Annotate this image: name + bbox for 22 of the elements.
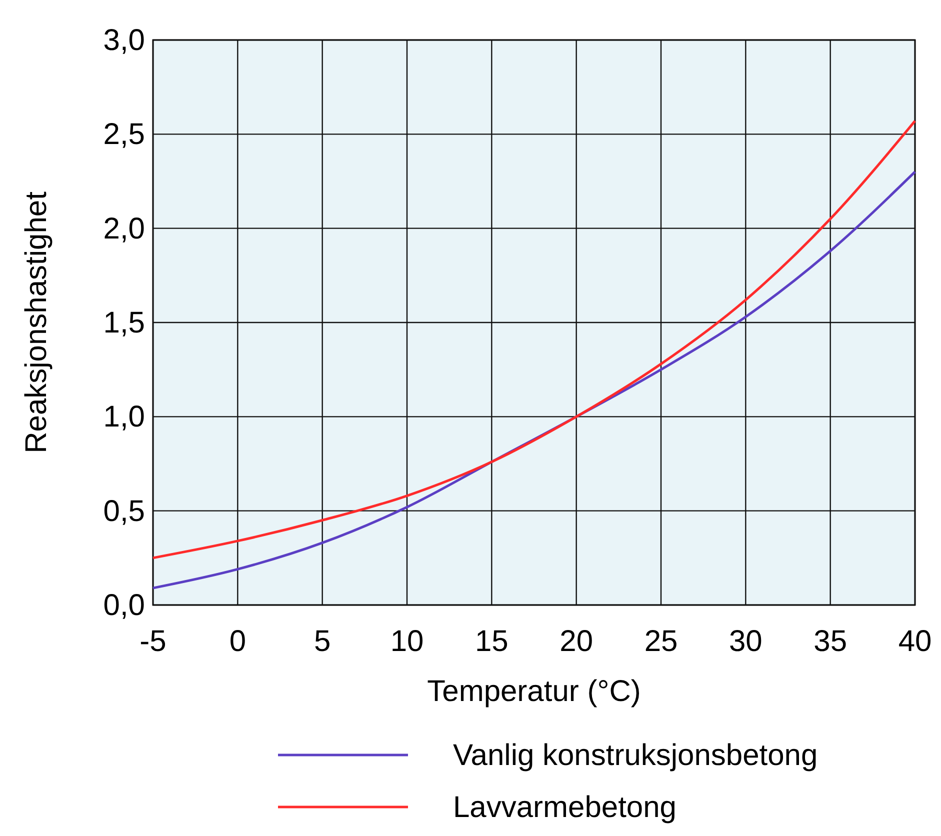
x-tick-label: 5 <box>314 625 331 658</box>
legend-label: Vanlig konstruksjonsbetong <box>453 739 818 772</box>
x-tick-label: 40 <box>898 625 932 658</box>
x-tick-label: 15 <box>474 625 508 658</box>
y-tick-label: 0,5 <box>103 494 145 528</box>
y-tick-label: 2,5 <box>103 118 145 152</box>
y-tick-label: 0,0 <box>103 589 145 622</box>
x-tick-label: 10 <box>390 625 424 658</box>
y-tick-label: 3,0 <box>103 24 145 57</box>
x-axis-title: Temperatur (°C) <box>427 675 641 708</box>
x-tick-label: 0 <box>229 625 246 658</box>
x-tick-label: 35 <box>814 625 848 658</box>
line-series <box>152 120 916 560</box>
y-tick-label: 1,0 <box>103 400 145 434</box>
legend-label: Lavvarmebetong <box>453 791 676 824</box>
x-tick-label: 30 <box>728 625 762 658</box>
y-axis-title: Reaksjonshastighet <box>20 190 53 454</box>
y-tick-label: 1,5 <box>103 306 145 340</box>
x-tick-label: 20 <box>560 625 594 658</box>
x-tick-label: -5 <box>140 625 166 658</box>
x-tick-label: 25 <box>644 625 678 658</box>
y-tick-label: 2,0 <box>103 212 145 246</box>
